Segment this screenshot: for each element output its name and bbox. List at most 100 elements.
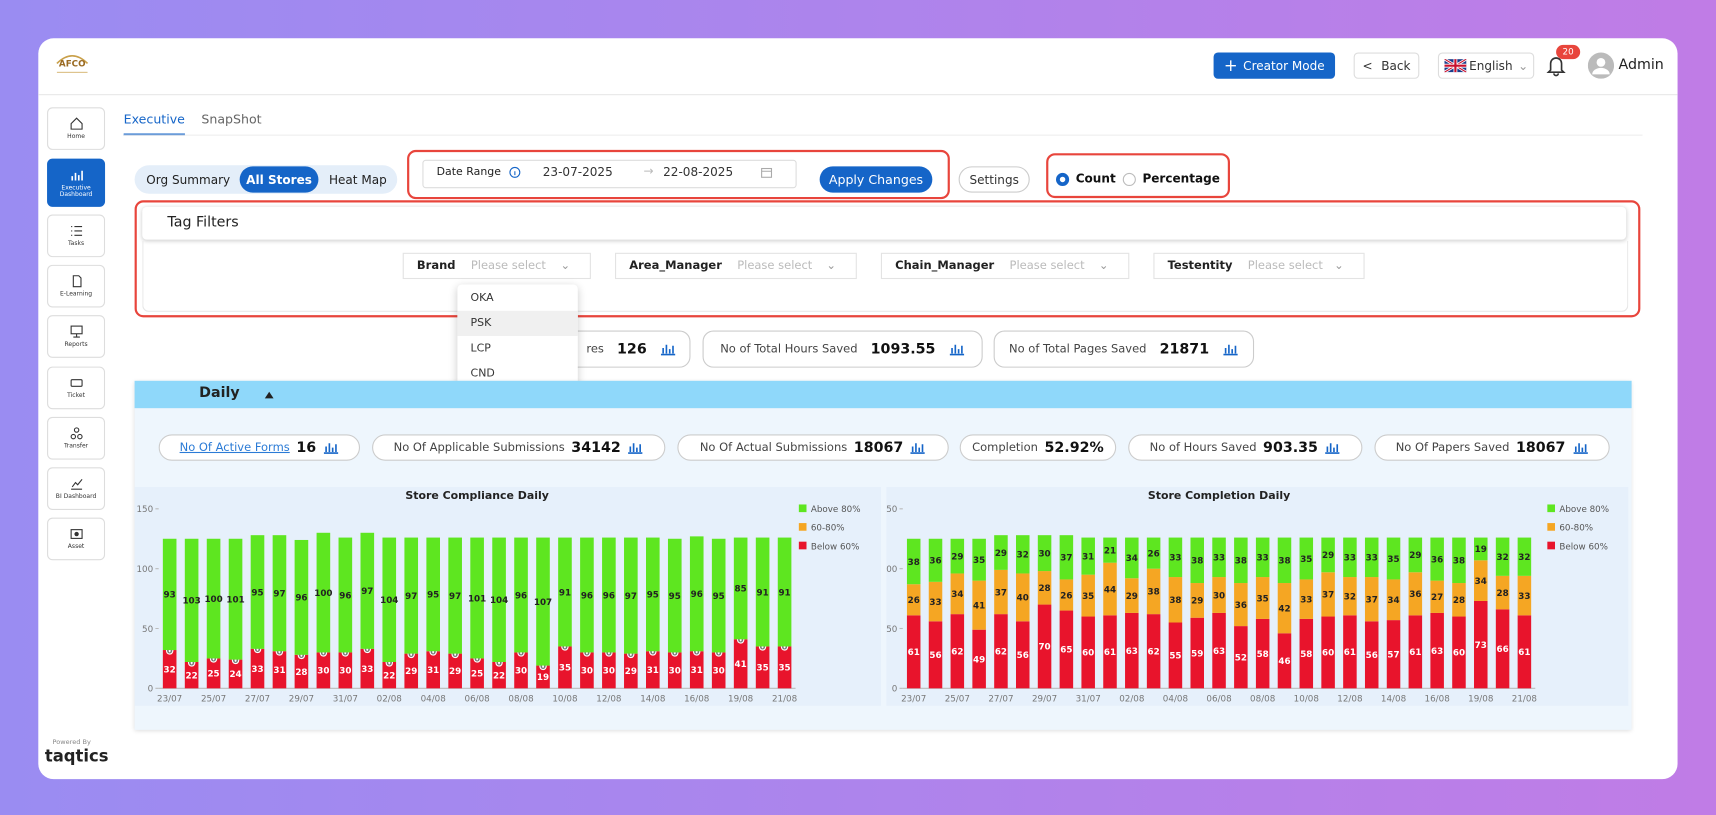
nav-tasks[interactable]: Tasks bbox=[47, 214, 106, 258]
data-label: 101 bbox=[226, 595, 244, 605]
data-label: 0 bbox=[408, 650, 414, 660]
x-tick-label: 25/07 bbox=[945, 694, 970, 704]
bell-icon[interactable] bbox=[1546, 55, 1566, 77]
data-label: 91 bbox=[559, 588, 571, 598]
label: Tasks bbox=[67, 240, 85, 248]
x-tick-label: 19/08 bbox=[1468, 694, 1493, 704]
option[interactable]: CND bbox=[470, 367, 495, 380]
data-label: 0 bbox=[452, 650, 458, 660]
view-option[interactable]: Heat Map bbox=[328, 172, 387, 187]
chart-icon[interactable] bbox=[1325, 441, 1341, 454]
date-range-input[interactable] bbox=[422, 159, 797, 189]
data-label: 35 bbox=[1257, 594, 1269, 604]
data-label: 29 bbox=[951, 552, 963, 562]
nav-reports[interactable]: Reports bbox=[47, 315, 106, 358]
data-label: 41 bbox=[735, 660, 747, 670]
data-label: 95 bbox=[669, 592, 681, 602]
bar-segment bbox=[1474, 600, 1488, 689]
chart-icon[interactable] bbox=[949, 343, 965, 356]
option[interactable]: LCP bbox=[470, 342, 491, 355]
filter-select[interactable]: Chain_Manager Please select ⌄ bbox=[880, 252, 1130, 280]
bar-segment bbox=[624, 537, 638, 654]
avatar[interactable] bbox=[1587, 52, 1615, 79]
tab-snapshot[interactable]: SnapShot bbox=[201, 111, 262, 127]
data-label: 60 bbox=[1453, 649, 1465, 659]
chart-icon[interactable] bbox=[323, 441, 339, 454]
data-label: 0 bbox=[167, 646, 173, 656]
data-label: 29 bbox=[1191, 597, 1203, 607]
kpi-card: Completion 52.92% bbox=[959, 434, 1117, 461]
nav-bi-dashboard[interactable]: BI Dashboard bbox=[47, 467, 106, 510]
chart-icon[interactable] bbox=[1572, 441, 1588, 454]
bar-segment bbox=[1190, 583, 1205, 618]
language-select[interactable]: English ⌄ bbox=[1437, 52, 1535, 79]
data-label: 0 bbox=[716, 649, 722, 659]
data-label: 28 bbox=[295, 668, 307, 678]
data-label: 60 bbox=[1322, 649, 1334, 659]
nav-ticket[interactable]: Ticket bbox=[47, 366, 106, 410]
data-label: 33 bbox=[251, 665, 263, 675]
nav-executive-dashboard[interactable]: Executive Dashboard bbox=[47, 158, 106, 207]
data-label: 21 bbox=[1104, 546, 1116, 556]
data-label: 33 bbox=[1518, 592, 1530, 602]
bar-segment bbox=[928, 538, 943, 582]
data-label: 31 bbox=[691, 666, 703, 676]
label: Reports bbox=[64, 341, 88, 348]
option-hover[interactable]: PSK bbox=[457, 310, 578, 336]
back-button[interactable]: < Back bbox=[1353, 52, 1420, 79]
bar-segment bbox=[558, 537, 572, 647]
data-label: 38 bbox=[1235, 557, 1247, 567]
legend-swatch bbox=[798, 541, 807, 550]
bar-segment bbox=[1343, 615, 1357, 689]
filter-select[interactable]: Brand Please select ⌄ bbox=[402, 252, 591, 280]
bar-segment bbox=[1234, 537, 1248, 584]
data-label: 33 bbox=[1213, 554, 1225, 564]
view-option[interactable]: Org Summary bbox=[146, 172, 231, 187]
data-label: 29 bbox=[625, 667, 637, 677]
chart-icon[interactable] bbox=[1222, 343, 1238, 356]
collapse-icon[interactable] bbox=[264, 391, 275, 400]
bar-segment bbox=[1386, 537, 1401, 580]
chart-icon[interactable] bbox=[910, 441, 926, 454]
tab-executive[interactable]: Executive bbox=[123, 112, 185, 136]
bar-segment bbox=[1146, 568, 1161, 615]
data-label: 31 bbox=[1082, 552, 1094, 562]
nav-asset[interactable]: Asset bbox=[47, 517, 106, 561]
view-option-active[interactable]: All Stores bbox=[239, 166, 319, 193]
chart-icon[interactable] bbox=[627, 441, 643, 454]
chart-icon[interactable] bbox=[660, 343, 676, 356]
filter-select[interactable]: Testentity Please select ⌄ bbox=[1153, 252, 1365, 280]
legend-swatch bbox=[1547, 523, 1556, 531]
filter-select[interactable]: Area_Manager Please select ⌄ bbox=[614, 252, 857, 280]
option[interactable]: OKA bbox=[470, 292, 494, 305]
data-label: 31 bbox=[647, 666, 659, 676]
bar-segment bbox=[250, 535, 265, 649]
bar-segment bbox=[1452, 583, 1466, 617]
summary-value: 1093.55 bbox=[870, 340, 936, 358]
apply-button[interactable]: Apply Changes bbox=[819, 166, 933, 193]
legend-label: Below 60% bbox=[811, 542, 860, 552]
radio[interactable] bbox=[1122, 172, 1137, 187]
data-label: 0 bbox=[760, 643, 766, 653]
settings-button[interactable]: Settings bbox=[958, 166, 1030, 193]
bar-segment bbox=[272, 535, 287, 652]
data-label: 38 bbox=[1453, 557, 1465, 567]
tab-divider bbox=[123, 134, 1643, 136]
daily-header[interactable] bbox=[134, 380, 1632, 409]
radio-checked[interactable] bbox=[1055, 172, 1070, 187]
kpi-label-link[interactable]: No Of Active Forms bbox=[179, 441, 290, 455]
data-label: 38 bbox=[1148, 588, 1160, 598]
nav-transfer[interactable]: Transfer bbox=[47, 416, 106, 460]
nav-home[interactable]: Home bbox=[47, 107, 106, 150]
kpi-value: 52.92% bbox=[1044, 439, 1104, 456]
bar-segment bbox=[1408, 615, 1423, 689]
creator-mode-button[interactable]: + Creator Mode bbox=[1213, 52, 1336, 79]
bar-segment bbox=[667, 652, 682, 689]
data-label: 38 bbox=[1191, 557, 1203, 567]
x-tick-label: 29/07 bbox=[289, 694, 314, 704]
data-label: 104 bbox=[380, 596, 398, 606]
bar-segment bbox=[294, 654, 309, 689]
data-label: 37 bbox=[995, 588, 1007, 598]
data-label: 0 bbox=[650, 648, 656, 658]
nav-elearning[interactable]: E-Learning bbox=[47, 264, 106, 308]
